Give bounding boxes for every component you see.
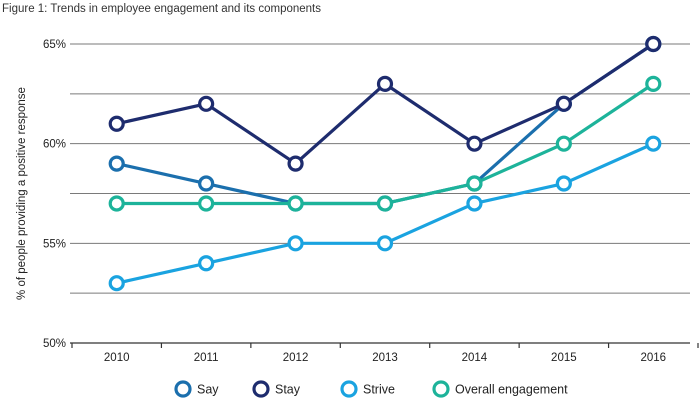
legend-label: Overall engagement [455, 383, 568, 397]
legend-item-say: Say [174, 380, 219, 398]
x-tick-label: 2012 [283, 352, 309, 364]
data-point-overall-engagement [645, 75, 662, 92]
legend-marker [174, 380, 192, 398]
data-point-strive [287, 235, 304, 252]
y-tick-label: 55% [43, 238, 66, 250]
chart-title: Figure 1: Trends in employee engagement … [2, 3, 321, 15]
series-line-stay [116, 42, 655, 166]
data-point-stay [555, 95, 572, 112]
legend: Say Stay Strive Overall engagement [174, 380, 568, 398]
legend-label: Say [197, 383, 219, 397]
data-point-strive [376, 235, 394, 252]
data-point-strive [198, 255, 215, 272]
legend-item-overall-engagement: Overall engagement [432, 380, 568, 398]
data-point-stay [108, 115, 125, 132]
legend-item-stay: Stay [252, 380, 301, 398]
data-point-stay [287, 155, 304, 172]
data-point-strive [645, 135, 662, 152]
y-axis-ticks: 50% 55% 60% 65% [43, 39, 66, 350]
legend-marker [252, 380, 270, 398]
x-tick-label: 2010 [104, 352, 130, 364]
legend-marker [432, 380, 450, 398]
gridlines [70, 43, 690, 344]
y-axis-label: % of people providing a positive respons… [16, 87, 28, 300]
legend-item-strive: Strive [340, 380, 395, 398]
data-point-overall-engagement [466, 175, 483, 192]
x-tick-label: 2013 [372, 352, 398, 364]
y-tick-label: 65% [43, 39, 66, 51]
data-point-strive [555, 175, 572, 192]
data-point-say [198, 175, 215, 192]
legend-label: Strive [363, 383, 395, 397]
series-lines [108, 35, 662, 292]
legend-label: Stay [275, 383, 301, 397]
data-point-stay [198, 95, 215, 112]
data-point-strive [108, 275, 125, 292]
series-line-strive [116, 142, 654, 285]
data-point-stay [466, 135, 483, 152]
x-tick-label: 2014 [462, 352, 488, 364]
data-point-overall-engagement [108, 195, 125, 212]
x-tick-label: 2015 [551, 352, 577, 364]
y-tick-label: 50% [43, 338, 66, 350]
data-point-stay [645, 35, 662, 53]
data-point-strive [466, 195, 483, 212]
data-point-stay [376, 75, 394, 92]
data-point-overall-engagement [376, 195, 394, 212]
data-point-say [108, 155, 125, 172]
legend-marker [340, 380, 358, 398]
data-point-overall-engagement [555, 135, 572, 152]
data-point-overall-engagement [198, 195, 215, 212]
x-tick-label: 2011 [194, 352, 219, 364]
x-tick-label: 2016 [640, 352, 666, 364]
data-point-overall-engagement [287, 195, 304, 212]
y-tick-label: 60% [43, 139, 66, 151]
x-axis-ticks: 2010 2011 2012 2013 2014 2015 2016 [71, 343, 699, 364]
